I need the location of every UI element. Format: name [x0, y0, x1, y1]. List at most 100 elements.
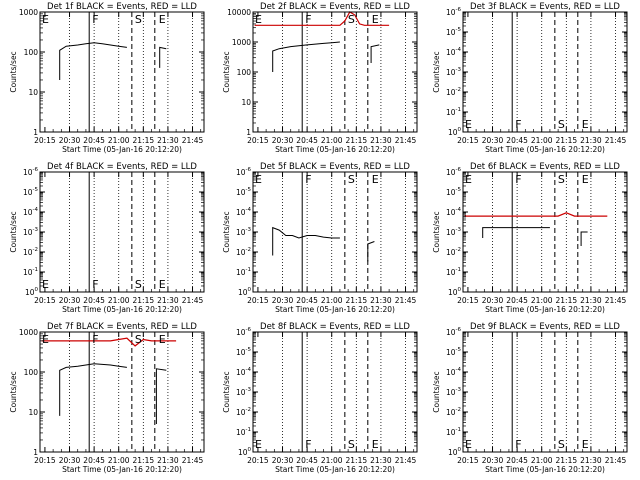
- event-label-e2: E: [159, 278, 166, 291]
- event-label-f: F: [92, 333, 98, 346]
- y-tick-label: 100: [448, 127, 462, 137]
- x-tick-label: 20:45: [506, 456, 528, 465]
- x-tick-label: 21:00: [321, 296, 343, 305]
- y-tick-label: 10-5: [236, 187, 252, 197]
- plot-frame: [39, 11, 205, 133]
- y-tick-label: 10-4: [236, 207, 252, 217]
- y-tick-label: 10-3: [236, 387, 252, 397]
- x-tick-label: 21:30: [580, 456, 602, 465]
- x-tick-label: 20:15: [247, 136, 269, 145]
- x-tick-label: 21:15: [556, 456, 578, 465]
- x-tick-label: 20:15: [457, 456, 479, 465]
- events-series-segment-1: [59, 363, 127, 416]
- lld-series-segment-1: [41, 337, 177, 347]
- x-tick-label: 21:45: [395, 296, 417, 305]
- panel-det-5: Det 5f BLACK = Events, RED = LLD 100 10-1 1…: [222, 162, 418, 314]
- y-tick-label: 10-6: [446, 167, 462, 177]
- y-tick-label: 1000: [19, 328, 38, 337]
- events-series-segment-2: [155, 368, 167, 424]
- x-tick-label: 21:45: [395, 456, 417, 465]
- y-tick-label: 10-1: [446, 107, 461, 117]
- y-tick-label: 1: [33, 128, 38, 137]
- x-tick-label: 21:45: [395, 136, 417, 145]
- plot-frame: [252, 171, 418, 293]
- event-label-e2: E: [372, 438, 379, 451]
- event-label-s: S: [558, 173, 565, 186]
- event-label-s: S: [348, 438, 355, 451]
- event-label-s: S: [348, 13, 355, 26]
- y-tick-label: 10-1: [236, 427, 251, 437]
- x-tick-label: 20:30: [272, 136, 294, 145]
- panel-title: Det 2f BLACK = Events, RED = LLD: [260, 2, 410, 12]
- y-tick-label: 10-6: [446, 327, 462, 337]
- x-tick-label: 20:45: [506, 136, 528, 145]
- panel-det-9: Det 9f BLACK = Events, RED = LLD 100 10-1 1…: [432, 322, 628, 474]
- x-tick-label: 20:45: [83, 136, 105, 145]
- y-tick-label: 1: [246, 128, 251, 137]
- x-axis-title: Start Time (05-Jan-16 20:12:20): [62, 305, 182, 314]
- x-tick-label: 21:15: [133, 296, 155, 305]
- x-tick-label: 21:30: [580, 296, 602, 305]
- panel-title: Det 1f BLACK = Events, RED = LLD: [47, 2, 197, 12]
- x-tick-label: 21:30: [370, 296, 392, 305]
- y-tick-label: 10-2: [236, 247, 251, 257]
- events-series-segment-1: [272, 41, 340, 72]
- event-label-s: S: [558, 118, 565, 131]
- x-tick-label: 21:00: [531, 296, 553, 305]
- y-tick-label: 10-2: [236, 407, 251, 417]
- x-tick-label: 21:30: [157, 456, 179, 465]
- plot-frame: [39, 331, 205, 453]
- x-tick-label: 20:15: [247, 296, 269, 305]
- panel-det-8: Det 8f BLACK = Events, RED = LLD 100 10-1 1…: [222, 322, 418, 474]
- x-tick-label: 21:30: [370, 456, 392, 465]
- x-tick-label: 21:30: [370, 136, 392, 145]
- y-tick-label: 10-4: [446, 47, 462, 57]
- event-label-f: F: [92, 13, 98, 26]
- event-label-e2: E: [159, 333, 166, 346]
- y-tick-label: 1000: [19, 8, 38, 17]
- y-tick-label: 10-2: [446, 407, 461, 417]
- x-tick-label: 21:15: [346, 456, 368, 465]
- x-tick-label: 20:45: [506, 296, 528, 305]
- x-tick-label: 21:45: [605, 456, 627, 465]
- event-label-f: F: [305, 173, 311, 186]
- x-tick-label: 21:15: [346, 296, 368, 305]
- event-label-e: E: [42, 13, 49, 26]
- event-label-e: E: [465, 438, 472, 451]
- x-tick-label: 21:15: [346, 136, 368, 145]
- x-tick-label: 20:45: [83, 296, 105, 305]
- x-tick-label: 20:45: [296, 136, 318, 145]
- event-label-s: S: [135, 278, 142, 291]
- panel-title: Det 8f BLACK = Events, RED = LLD: [260, 322, 410, 332]
- x-axis-title: Start Time (05-Jan-16 20:12:20): [275, 145, 395, 154]
- y-tick-label: 10-5: [446, 187, 462, 197]
- y-tick-label: 10-4: [236, 367, 252, 377]
- y-tick-label: 10-6: [446, 7, 462, 17]
- y-tick-label: 10-5: [236, 347, 252, 357]
- y-axis-title: Counts/sec: [9, 371, 18, 412]
- x-tick-label: 20:30: [272, 456, 294, 465]
- panel-det-4: Det 4f BLACK = Events, RED = LLD 100 10-1 1…: [9, 162, 205, 314]
- x-tick-label: 20:30: [482, 296, 504, 305]
- event-label-e: E: [255, 438, 262, 451]
- y-tick-label: 10-6: [23, 167, 39, 177]
- x-tick-label: 21:15: [133, 456, 155, 465]
- y-axis-title: Counts/sec: [222, 371, 231, 412]
- event-label-e: E: [465, 118, 472, 131]
- panel-det-1: Det 1f BLACK = Events, RED = LLD 1 10 100 10…: [9, 2, 205, 154]
- x-axis-title: Start Time (05-Jan-16 20:12:20): [275, 465, 395, 474]
- events-series-segment-2: [367, 241, 375, 262]
- event-label-e2: E: [372, 13, 379, 26]
- x-tick-label: 20:15: [457, 136, 479, 145]
- x-tick-label: 20:30: [59, 456, 81, 465]
- plot-frame: [252, 11, 418, 133]
- event-label-e2: E: [582, 173, 589, 186]
- x-tick-label: 21:15: [133, 136, 155, 145]
- y-tick-label: 10-1: [446, 427, 461, 437]
- y-axis-title: Counts/sec: [432, 51, 441, 92]
- x-tick-label: 20:15: [247, 456, 269, 465]
- y-tick-label: 100: [25, 287, 39, 297]
- x-tick-label: 21:00: [531, 136, 553, 145]
- y-tick-label: 10-2: [446, 87, 461, 97]
- y-tick-label: 10-3: [446, 67, 462, 77]
